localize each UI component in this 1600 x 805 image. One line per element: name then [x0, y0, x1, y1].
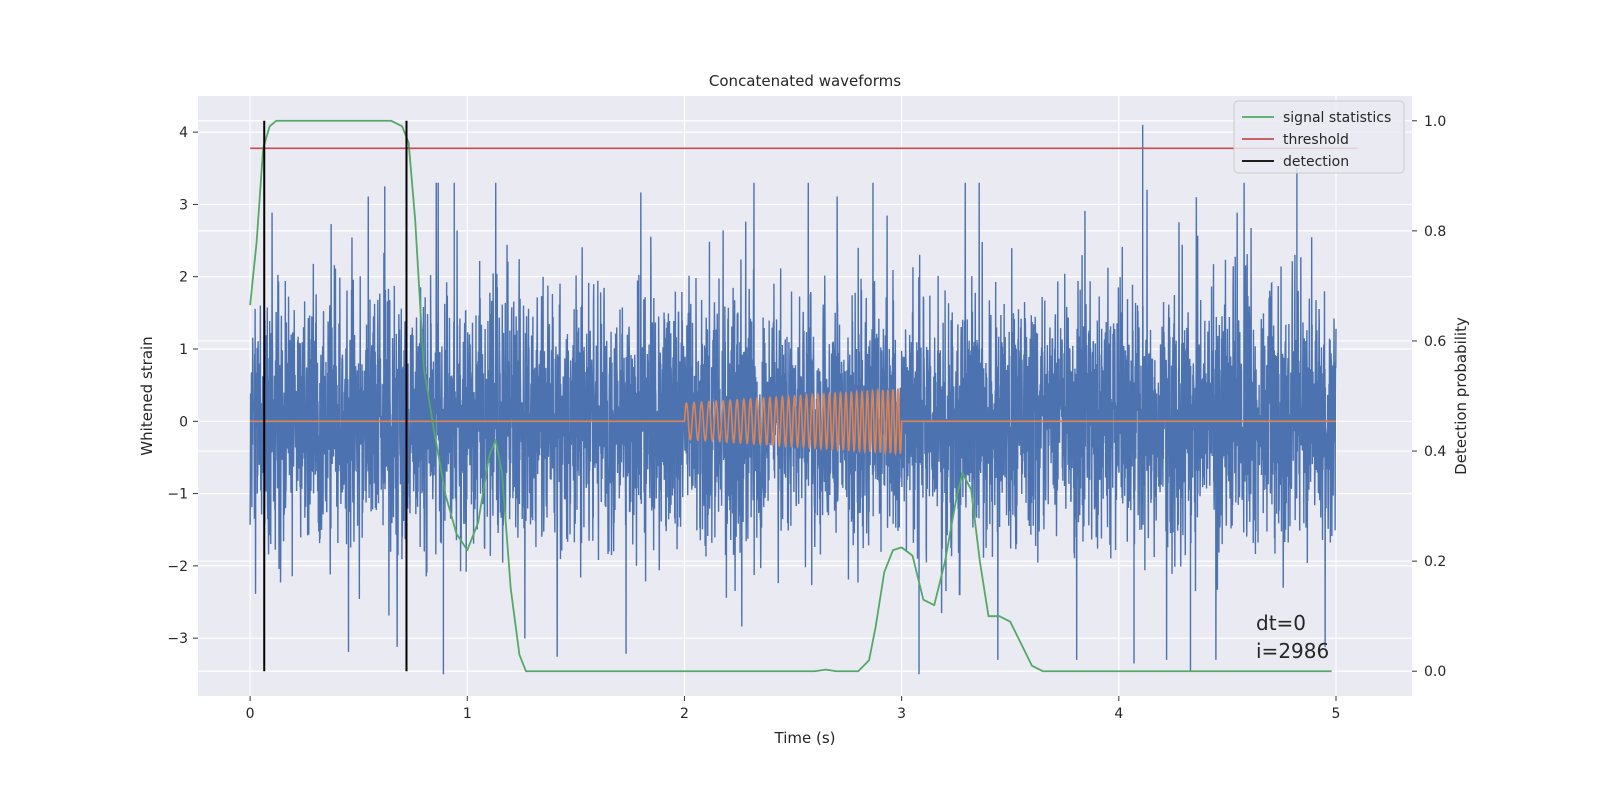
y-right-tick-label-2: 0.4 [1424, 444, 1446, 460]
legend-detection-label: detection [1283, 154, 1349, 170]
annotation-index: i=2986 [1256, 639, 1329, 663]
chart-title: Concatenated waveforms [709, 72, 901, 90]
y-tick-label-1: −2 [167, 559, 188, 575]
y-right-tick-label-4: 0.8 [1424, 224, 1446, 240]
axis-ticks: 0 1 2 3 4 5 −3 −2 −1 0 1 2 3 4 0.0 0.2 0.4 0.6 0.8 1.0 [167, 114, 1446, 722]
x-tick-label-0: 0 [246, 706, 255, 722]
legend-box [1233, 100, 1405, 174]
x-tick-label-5: 5 [1332, 706, 1341, 722]
y-tick-label-6: 3 [179, 197, 188, 213]
detection-series [263, 120, 408, 672]
y-tick-label-2: −1 [167, 487, 188, 503]
x-tick-label-3: 3 [897, 706, 906, 722]
x-axis-label: Time (s) [774, 729, 836, 747]
strain-noise-line [249, 124, 1337, 675]
x-tick-label-1: 1 [463, 706, 472, 722]
y-tick-label-7: 4 [179, 125, 188, 141]
y-right-tick-label-3: 0.6 [1424, 334, 1446, 350]
signal-statistics-series [249, 119, 1332, 673]
y-tick-label-4: 1 [179, 342, 188, 358]
y-tick-label-5: 2 [179, 270, 188, 286]
y-axis-label: Whitened strain [138, 336, 156, 455]
y-tick-label-0: −3 [167, 631, 188, 647]
x-tick-label-4: 4 [1114, 706, 1123, 722]
legend-threshold-label: threshold [1283, 132, 1349, 148]
signal-statistics-line [249, 119, 1332, 673]
y-right-tick-label-5: 1.0 [1424, 114, 1446, 130]
annotation-dt: dt=0 [1256, 611, 1306, 635]
x-tick-label-2: 2 [680, 706, 689, 722]
strain-noise-series [249, 124, 1337, 675]
injected-chirp-line [250, 387, 1336, 457]
y-tick-label-3: 0 [179, 414, 188, 430]
injected-chirp-series [250, 387, 1336, 457]
legend-signal-statistics-label: signal statistics [1283, 110, 1391, 126]
y-axis-right-label: Detection probability [1452, 317, 1470, 475]
legend: signal statistics threshold detection [1233, 100, 1405, 174]
y-right-tick-label-0: 0.0 [1424, 664, 1446, 680]
y-right-tick-label-1: 0.2 [1424, 554, 1446, 570]
